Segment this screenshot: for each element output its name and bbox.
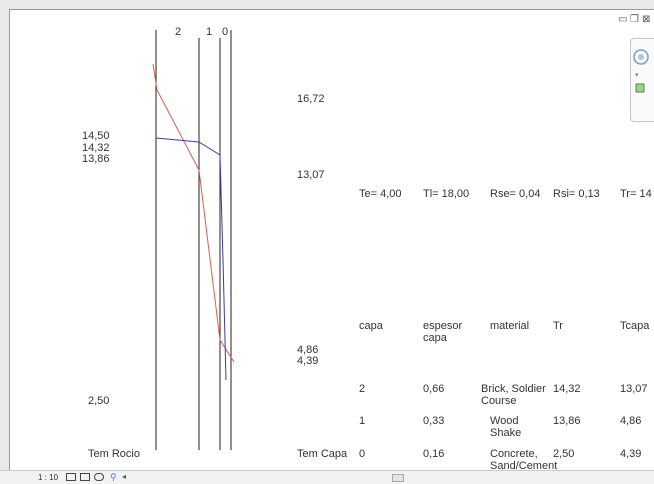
left-temp-label: 13,86 xyxy=(82,153,110,165)
dew-point-line xyxy=(155,137,227,381)
restore-icon[interactable]: ❐ xyxy=(630,14,639,25)
table-cell-capa: 2 xyxy=(359,383,366,395)
left-temp-label: 2,50 xyxy=(88,395,110,407)
table-cell-capa: 0 xyxy=(359,448,366,460)
table-cell-material: Brick, Soldier Course xyxy=(481,383,546,407)
table-header: espesor capa xyxy=(423,320,463,344)
status-bar: 1 : 10 ⚲ ◂ xyxy=(0,470,654,484)
tem-rocio-label: Tem Rocio xyxy=(88,448,140,460)
right-temp-label: 16,72 xyxy=(297,93,325,105)
param-tr: Tr= 14 xyxy=(620,188,652,200)
table-cell-material: Wood Shake xyxy=(490,415,522,439)
table-cell-espesor: 0,33 xyxy=(423,415,445,427)
table-cell-espesor: 0,16 xyxy=(423,448,445,460)
table-header: Tcapa xyxy=(620,320,650,332)
scroll-left-icon[interactable]: ◂ xyxy=(122,472,127,481)
detail-level-icon[interactable] xyxy=(66,473,76,481)
table-cell-tcapa: 13,07 xyxy=(620,383,648,395)
table-cell-tr: 2,50 xyxy=(553,448,575,460)
horizontal-scrollbar[interactable] xyxy=(392,474,404,482)
table-cell-tr: 14,32 xyxy=(553,383,581,395)
table-cell-capa: 1 xyxy=(359,415,366,427)
visual-style-icon[interactable] xyxy=(80,473,90,481)
close-icon[interactable]: ⊠ xyxy=(642,14,651,25)
table-header: material xyxy=(490,320,530,332)
right-temp-label: 13,07 xyxy=(297,169,325,181)
layer-number: 0 xyxy=(222,26,229,38)
param-ti: Tl= 18,00 xyxy=(423,188,470,200)
zoom-icon[interactable] xyxy=(635,83,647,95)
table-cell-tcapa: 4,39 xyxy=(620,448,642,460)
param-rsi: Rsi= 0,13 xyxy=(553,188,600,200)
sun-path-icon[interactable] xyxy=(94,473,104,481)
svg-text:▾: ▾ xyxy=(635,72,639,79)
table-header: capa xyxy=(359,320,383,332)
table-cell-tcapa: 4,86 xyxy=(620,415,642,427)
tem-capa-label: Tem Capa xyxy=(297,448,348,460)
drawing-canvas[interactable]: 2 1 0 14,50 14,32 13,86 2,50 16,72 13,07… xyxy=(9,9,654,471)
pin-icon[interactable]: ⚲ xyxy=(110,472,117,482)
param-te: Te= 4,00 xyxy=(359,188,402,200)
table-header: Tr xyxy=(553,320,563,332)
table-cell-espesor: 0,66 xyxy=(423,383,445,395)
navigation-bar[interactable]: ▾ xyxy=(630,38,654,122)
scale-indicator[interactable]: 1 : 10 xyxy=(38,473,59,482)
temperature-profile-plot xyxy=(152,30,235,450)
minimize-icon[interactable]: ▭ xyxy=(618,14,628,25)
table-cell-material: Concrete, Sand/Cement xyxy=(490,448,558,471)
left-temp-label: 14,50 xyxy=(82,130,110,142)
right-temp-label: 4,86 xyxy=(297,344,319,356)
left-temp-label: 14,32 xyxy=(82,142,110,154)
temperature-line xyxy=(152,63,235,363)
param-rse: Rse= 0,04 xyxy=(490,188,541,200)
table-cell-tr: 13,86 xyxy=(553,415,581,427)
steering-wheel-icon[interactable]: ▾ xyxy=(631,39,654,121)
right-temp-label: 4,39 xyxy=(297,355,319,367)
layer-number: 2 xyxy=(175,26,182,38)
layer-number: 1 xyxy=(206,26,213,38)
